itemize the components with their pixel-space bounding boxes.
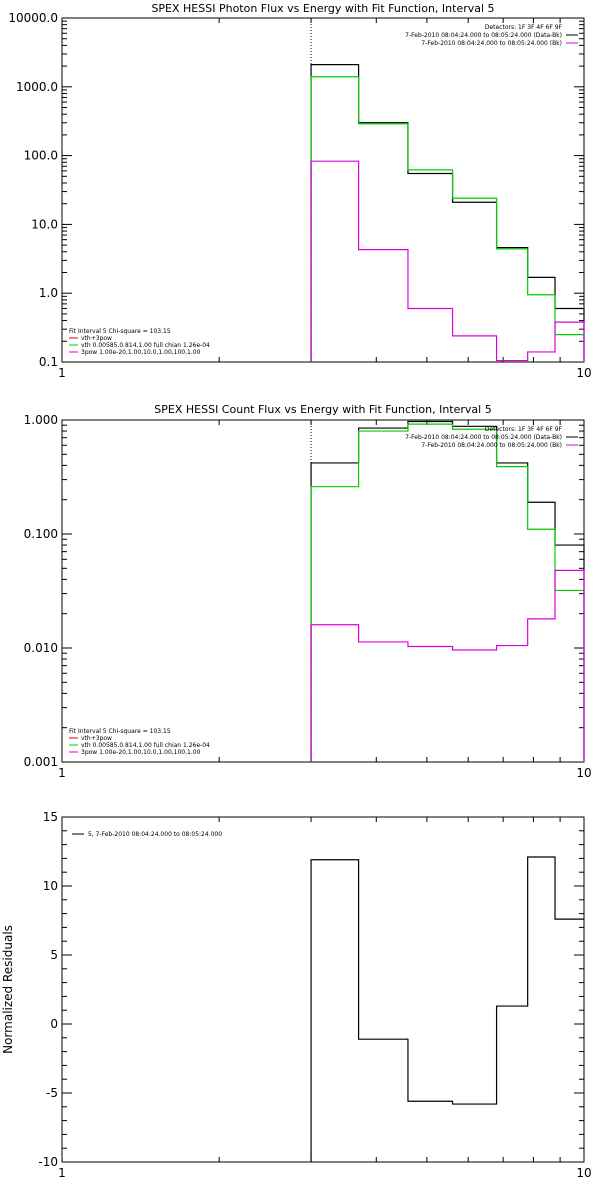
x-tick-label: 10	[576, 366, 591, 380]
y-axis-label: Normalized Residuals	[1, 925, 15, 1054]
y-tick-label: 10000.0	[8, 11, 58, 25]
legend-entry: vth 0.00585,0.814,1.00 full chian 1.26e-…	[81, 742, 210, 749]
legend-entry: 7-Feb-2010 08:04:24.000 to 08:05:24.000 …	[421, 442, 562, 449]
y-tick-label: -10	[38, 1155, 58, 1169]
y-tick-label: 15	[43, 810, 58, 824]
chart-title: SPEX HESSI Count Flux vs Energy with Fit…	[154, 403, 491, 416]
x-axis: 1 10	[58, 18, 592, 380]
legend-top-right: Detectors: 1F 3F 4F 6F 9F7-Feb-2010 08:0…	[405, 24, 578, 47]
y-tick-label: 1000.0	[16, 80, 58, 94]
x-tick-label: 1	[58, 366, 66, 380]
plot-frame	[61, 419, 585, 763]
chart-panel-3: 1 10 15 10 5 0 -5 -10 Normalized Residuals 5, 7-F…	[1, 810, 592, 1180]
chart-title: SPEX HESSI Photon Flux vs Energy with Fi…	[151, 2, 494, 15]
x-axis: 1 10	[58, 817, 592, 1180]
series-2-steps	[310, 76, 585, 362]
y-axis: 15 10 5 0 -5 -10	[38, 810, 584, 1169]
y-tick-label: 10	[43, 879, 58, 893]
legend-entry: Fit Interval 5 Chi-square = 103.15	[69, 728, 171, 735]
legend-entry: 7-Feb-2010 08:04:24.000 to 08:05:24.000 …	[421, 40, 562, 47]
series-3-steps	[310, 569, 585, 762]
legend-entry: Detectors: 1F 3F 4F 6F 9F	[485, 24, 563, 31]
legend-entry: 3pow 1.00e-20,1.00,10.0,1.00,100,1.00	[81, 349, 201, 356]
series-1-steps	[310, 856, 584, 1162]
y-tick-label: 1.000	[24, 413, 58, 427]
legend-entry: 7-Feb-2010 08:04:24.000 to 08:05:24.000 …	[405, 32, 562, 39]
legend-bottom-left: Fit Interval 5 Chi-square = 103.15vth+3p…	[69, 328, 210, 356]
series-1-steps	[310, 420, 585, 762]
legend-entry: vth+3pow	[81, 335, 112, 342]
legend-entry: 7-Feb-2010 08:04:24.000 to 08:05:24.000 …	[405, 434, 562, 441]
series-3-steps	[310, 160, 585, 362]
x-tick-label: 1	[58, 766, 66, 780]
y-tick-label: 100.0	[24, 149, 58, 163]
x-tick-label: 1	[58, 1166, 66, 1180]
legend-residuals: 5, 7-Feb-2010 08:04:24.000 to 08:05:24.0…	[72, 831, 222, 838]
legend-entry: Fit Interval 5 Chi-square = 103.15	[69, 328, 171, 335]
legend-top-right: Detectors: 1F 3F 4F 6F 9F7-Feb-2010 08:0…	[405, 426, 578, 449]
x-tick-label: 10	[576, 1166, 591, 1180]
legend-entry: Detectors: 1F 3F 4F 6F 9F	[485, 426, 563, 433]
legend-entry: vth 0.00585,0.814,1.00 full chian 1.26e-…	[81, 342, 210, 349]
y-axis: 0.001 0.010 0.100 1.000	[24, 413, 584, 769]
legend-entry: 3pow 1.00e-20,1.00,10.0,1.00,100,1.00	[81, 749, 201, 756]
y-tick-label: 10.0	[31, 217, 58, 231]
y-tick-label: -5	[46, 1086, 58, 1100]
series-1-steps	[310, 64, 585, 362]
chart-panel-1: SPEX HESSI Photon Flux vs Energy with Fi…	[8, 2, 591, 380]
plot-frame	[61, 816, 585, 1163]
legend-entry: 5, 7-Feb-2010 08:04:24.000 to 08:05:24.0…	[88, 831, 222, 838]
y-tick-label: 0	[50, 1017, 58, 1031]
y-tick-label: 0.100	[24, 527, 58, 541]
y-tick-label: 0.1	[39, 355, 58, 369]
y-tick-label: 5	[50, 948, 58, 962]
series-2-steps	[310, 423, 585, 762]
y-tick-label: 0.010	[24, 641, 58, 655]
chart-panel-2: SPEX HESSI Count Flux vs Energy with Fit…	[24, 403, 592, 780]
y-tick-label: 1.0	[39, 286, 58, 300]
legend-bottom-left: Fit Interval 5 Chi-square = 103.15vth+3p…	[69, 728, 210, 756]
y-tick-label: 0.001	[24, 755, 58, 769]
y-axis: 0.1 1.0 10.0 100.0 1000.0 10000.0	[8, 11, 584, 369]
x-axis: 1 10	[58, 420, 592, 780]
plot-frame	[61, 17, 585, 363]
legend-entry: vth+3pow	[81, 735, 112, 742]
x-tick-label: 10	[576, 766, 591, 780]
